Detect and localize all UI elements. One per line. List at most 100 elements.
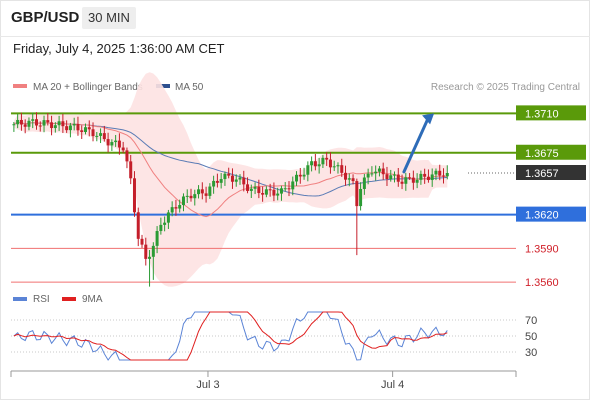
candle bbox=[279, 185, 283, 201]
candle-body bbox=[336, 165, 340, 167]
candle-body bbox=[347, 178, 351, 180]
candle bbox=[400, 174, 404, 190]
candle-body bbox=[34, 119, 38, 126]
candle-body bbox=[42, 120, 46, 126]
rsi-panel: 70 50 30 bbox=[11, 311, 537, 361]
candle bbox=[227, 167, 231, 179]
chart-header: GBP/USD 30 MIN bbox=[0, 0, 590, 37]
candle bbox=[121, 141, 125, 154]
candle bbox=[132, 171, 136, 217]
candle-body bbox=[313, 161, 317, 167]
candle bbox=[219, 173, 223, 189]
level-badge-pivot bbox=[516, 206, 586, 222]
candle bbox=[359, 182, 363, 211]
candle bbox=[193, 189, 197, 206]
candle-body bbox=[230, 175, 234, 182]
candle bbox=[12, 122, 16, 132]
bollinger-band bbox=[13, 72, 448, 287]
candle-body bbox=[166, 212, 170, 223]
candle-body bbox=[61, 121, 65, 127]
candle-body bbox=[362, 177, 366, 189]
symbol-label: GBP/USD bbox=[11, 9, 80, 26]
candle bbox=[200, 182, 204, 200]
candle-body bbox=[114, 140, 118, 143]
candle-body bbox=[208, 186, 212, 196]
candle-body bbox=[125, 150, 129, 162]
candle bbox=[313, 154, 317, 171]
candle bbox=[344, 165, 348, 186]
candle bbox=[215, 173, 219, 188]
candle bbox=[404, 172, 408, 191]
candle-body bbox=[238, 177, 242, 180]
candle bbox=[140, 234, 144, 248]
candle-body bbox=[291, 181, 295, 190]
candle bbox=[110, 139, 114, 151]
candle bbox=[166, 209, 170, 229]
forecast-arrow-shaft bbox=[402, 116, 430, 174]
candle-body bbox=[27, 120, 31, 127]
candle-body bbox=[419, 173, 423, 180]
candle-body bbox=[140, 238, 144, 245]
candle-body bbox=[430, 174, 434, 181]
candle bbox=[242, 170, 246, 192]
candle bbox=[65, 120, 69, 133]
candle bbox=[68, 122, 72, 138]
candle bbox=[31, 112, 35, 129]
candle-body bbox=[132, 178, 136, 213]
candle bbox=[340, 158, 344, 177]
candle bbox=[321, 155, 325, 169]
candle-body bbox=[276, 193, 280, 196]
candle-body bbox=[344, 172, 348, 180]
last-price-label: 1.3657 bbox=[525, 168, 559, 180]
candle bbox=[385, 166, 389, 187]
candle bbox=[212, 175, 216, 194]
rsi-9ma-line bbox=[13, 311, 448, 361]
candle bbox=[117, 133, 121, 155]
candle bbox=[291, 176, 295, 196]
candle bbox=[272, 182, 276, 202]
candle-body bbox=[272, 189, 276, 196]
candle bbox=[347, 173, 351, 187]
candle bbox=[181, 193, 185, 212]
candle bbox=[374, 165, 378, 181]
legend-ma50-label: MA 50 bbox=[175, 82, 204, 93]
candle-body bbox=[23, 124, 27, 127]
candle bbox=[50, 115, 54, 136]
timeframe-button[interactable]: 30 MIN bbox=[82, 7, 136, 29]
candle-body bbox=[197, 189, 201, 195]
candle bbox=[230, 168, 234, 189]
candle-body bbox=[253, 186, 257, 189]
candle bbox=[419, 170, 423, 185]
candle-body bbox=[385, 174, 389, 180]
candle bbox=[83, 123, 87, 135]
candle bbox=[411, 170, 415, 190]
candle bbox=[377, 166, 381, 177]
candle-body bbox=[57, 121, 61, 126]
candle bbox=[238, 174, 242, 185]
candle-body bbox=[215, 180, 219, 183]
candles-layer bbox=[12, 112, 449, 287]
candle bbox=[170, 201, 174, 217]
candle-body bbox=[366, 173, 370, 178]
candle bbox=[38, 121, 42, 132]
candle-body bbox=[129, 161, 133, 179]
candle bbox=[19, 112, 23, 131]
candle-body bbox=[76, 123, 80, 131]
rsi-legend: RSI 9MA bbox=[13, 294, 103, 305]
candle-body bbox=[328, 159, 332, 168]
candle-body bbox=[298, 174, 302, 177]
candle-body bbox=[83, 127, 87, 132]
candle bbox=[276, 187, 280, 201]
candle bbox=[408, 173, 412, 180]
level-label-resistance: 1.3710 bbox=[525, 108, 559, 120]
candle-body bbox=[87, 127, 91, 130]
candle bbox=[185, 189, 189, 204]
candle-body bbox=[246, 184, 250, 191]
candle-body bbox=[68, 125, 72, 131]
candle-body bbox=[264, 189, 268, 195]
candle bbox=[355, 178, 359, 256]
level-labels-layer: 1.3710 1.3675 1.3620 1.3590 1.3560 1.3657 bbox=[516, 105, 586, 289]
candle-body bbox=[223, 173, 227, 180]
candle bbox=[234, 174, 238, 187]
legend-ma20-label: MA 20 + Bollinger Bands bbox=[33, 82, 143, 93]
